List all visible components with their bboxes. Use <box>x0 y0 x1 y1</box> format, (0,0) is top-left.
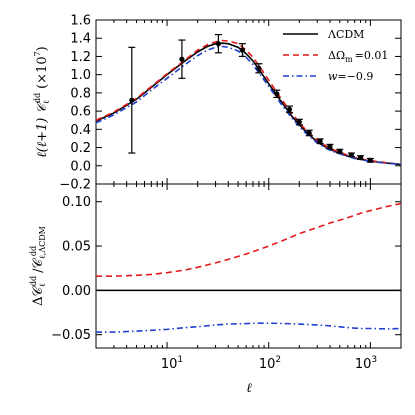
data-point-4 <box>256 65 262 71</box>
bot-ylabel-sup2: dd <box>29 246 38 256</box>
top-ylabel-factor: (×10 <box>35 56 50 89</box>
legend-label-lcdm: ΛCDM <box>327 28 364 41</box>
top-y-tick-label-9: 1.6 <box>70 14 91 29</box>
bottom-y-tick-label-2: 0.05 <box>62 240 91 255</box>
top-panel: −0.2 0.0 0.2 0.4 0.6 0.8 1.0 1.2 1.4 1.6 ΛCDM ΔΩm… <box>33 14 402 193</box>
top-y-tick-label-6: 1.0 <box>70 68 91 83</box>
top-ylabel-sup: dd <box>33 93 42 103</box>
top-ylabel-main: ℓ(ℓ+1) 𝒞 <box>35 100 50 157</box>
legend-w-rest: =−0.9 <box>337 70 373 83</box>
top-ylabel-sub: ℓ <box>42 100 51 104</box>
top-series-2 <box>95 45 402 166</box>
data-point-6 <box>286 106 293 112</box>
x-tick-label-10-2: 102 <box>259 355 281 372</box>
bot-ylabel-sub2: ℓ,ΛCDM <box>38 226 47 259</box>
bottom-x-ticks <box>95 184 402 348</box>
top-y-tick-label-4: 0.6 <box>70 105 91 120</box>
bot-ylabel-sup1: dd <box>29 276 38 286</box>
bot-ylabel-slash: /𝒞 <box>31 258 46 273</box>
legend-domega-sub: m <box>345 55 353 64</box>
data-point-13 <box>357 154 364 161</box>
data-point-14 <box>367 157 373 163</box>
legend-w-main: w <box>328 70 338 83</box>
legend-label-w: w=−0.9 <box>328 70 373 83</box>
bottom-series-0 <box>96 202 402 277</box>
legend-label-domega: ΔΩm =0.01 <box>328 49 388 64</box>
data-point-10 <box>327 144 333 150</box>
bottom-y-tick-label-1: 0.00 <box>62 284 91 299</box>
top-y-ticks: −0.2 0.0 0.2 0.4 0.6 0.8 1.0 1.2 1.4 1.6 <box>59 14 401 193</box>
data-point-12 <box>348 152 354 158</box>
top-y-tick-label-8: 1.4 <box>70 32 91 47</box>
top-ylabel-exp: 7 <box>33 51 42 56</box>
top-y-tick-label-0: −0.2 <box>59 178 91 193</box>
x-tick-label-10-3: 103 <box>355 355 377 372</box>
data-point-0 <box>129 97 135 103</box>
bottom-y-ticks: −0.05 0.00 0.05 0.10 <box>51 195 401 343</box>
data-point-8 <box>306 130 312 136</box>
bottom-panel: −0.050.000.050.10 101 102 103 ℓ Δ𝒞ℓdd/𝒞ℓ… <box>29 183 402 396</box>
bottom-y-tick-label-0: −0.05 <box>51 328 91 343</box>
top-y-tick-label-5: 0.8 <box>70 86 91 101</box>
x-tick-label-10-1: 101 <box>161 355 183 372</box>
bottom-y-tick-label-3: 0.10 <box>62 195 91 210</box>
bottom-panel-frame <box>95 183 402 349</box>
x-axis-label: ℓ <box>246 381 252 396</box>
legend: ΛCDM ΔΩm =0.01 w=−0.9 <box>283 28 388 83</box>
legend-domega-main: ΔΩ <box>328 49 345 62</box>
legend-domega-rest: =0.01 <box>355 49 389 62</box>
top-y-axis-label: ℓ(ℓ+1) 𝒞ℓdd (×107) <box>33 46 51 158</box>
bottom-y-axis-label: Δ𝒞ℓdd/𝒞ℓ,ΛCDMdd <box>29 226 47 306</box>
top-y-tick-label-7: 1.2 <box>70 50 91 65</box>
data-point-1 <box>179 56 185 62</box>
top-errorbars-group <box>128 33 374 163</box>
top-y-tick-label-3: 0.4 <box>70 123 91 138</box>
bottom-series-2 <box>96 322 402 333</box>
data-point-7 <box>296 119 302 125</box>
data-point-9 <box>317 138 323 144</box>
data-point-5 <box>274 91 280 97</box>
data-point-11 <box>337 148 343 154</box>
data-point-3 <box>239 47 245 53</box>
bottom-series-group <box>96 202 402 333</box>
data-point-2 <box>215 41 222 47</box>
bot-ylabel-sub1: ℓ <box>38 283 47 287</box>
bot-ylabel-pre: Δ𝒞 <box>31 285 46 305</box>
top-y-tick-label-1: 0.0 <box>70 159 91 174</box>
top-y-tick-label-2: 0.2 <box>70 141 91 156</box>
top-ylabel-close: ) <box>35 46 50 51</box>
